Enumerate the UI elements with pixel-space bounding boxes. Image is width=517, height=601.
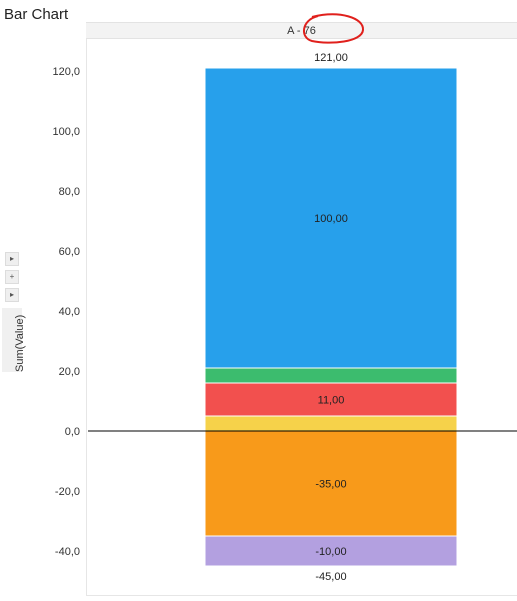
y-tick-label: 120,0 xyxy=(52,66,80,78)
y-tick-label: -20,0 xyxy=(55,486,80,498)
y-tick-label: 20,0 xyxy=(59,366,80,378)
y-tick-label: 80,0 xyxy=(59,186,80,198)
collapse-arrow-icon[interactable]: ▸ xyxy=(5,288,19,302)
y-tick-label: 100,0 xyxy=(52,126,80,138)
plot-frame xyxy=(86,22,517,596)
add-icon[interactable]: + xyxy=(5,270,19,284)
y-axis-title: Sum(Value) xyxy=(14,314,26,372)
y-tick-label: 0,0 xyxy=(65,426,80,438)
category-header: A - 76 xyxy=(86,22,517,39)
y-tick-label: -40,0 xyxy=(55,546,80,558)
y-tick-label: 40,0 xyxy=(59,306,80,318)
axis-controls: ▸ + ▸ xyxy=(5,252,21,306)
y-tick-label: 60,0 xyxy=(59,246,80,258)
y-axis-title-bg[interactable] xyxy=(2,308,22,372)
expand-arrow-icon[interactable]: ▸ xyxy=(5,252,19,266)
chart-title: Bar Chart xyxy=(4,6,69,23)
category-header-label: A - 76 xyxy=(287,25,316,37)
